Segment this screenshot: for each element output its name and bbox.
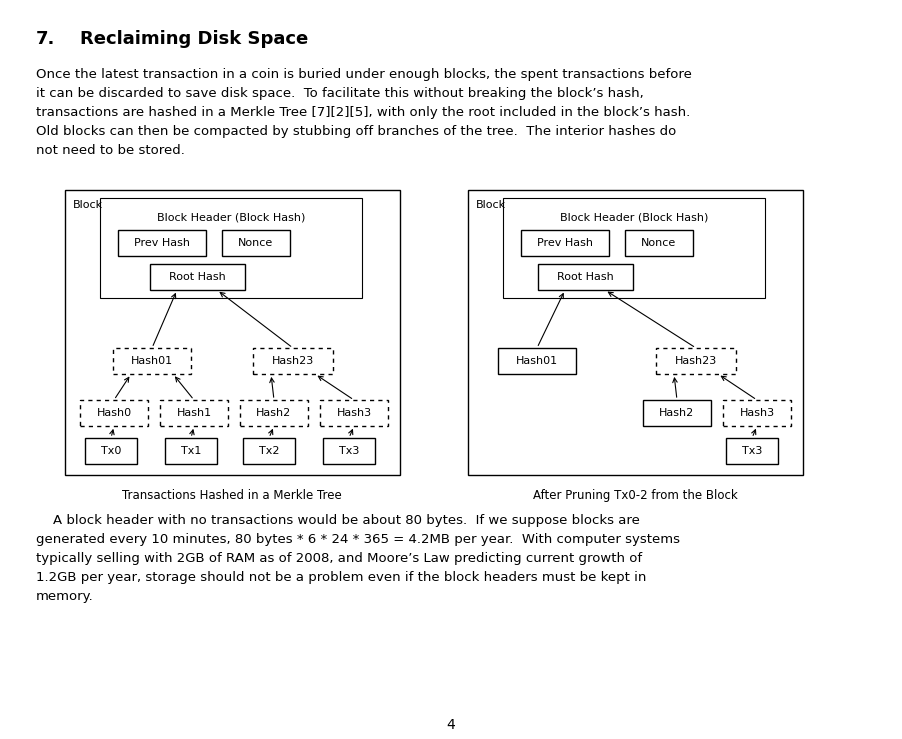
Text: Tx1: Tx1 (180, 446, 201, 456)
Text: Hash0: Hash0 (97, 408, 132, 418)
Bar (222, 230, 290, 256)
Text: 1.2GB per year, storage should not be a problem even if the block headers must b: 1.2GB per year, storage should not be a … (36, 571, 646, 584)
Bar (655, 348, 735, 374)
Bar (113, 348, 191, 374)
Text: 7.: 7. (36, 30, 55, 48)
Text: Tx3: Tx3 (338, 446, 359, 456)
Bar (323, 438, 374, 464)
Text: Transactions Hashed in a Merkle Tree: Transactions Hashed in a Merkle Tree (122, 489, 342, 502)
Text: Hash3: Hash3 (336, 408, 371, 418)
Bar (723, 400, 790, 426)
Text: transactions are hashed in a Merkle Tree [7][2][5], with only the root included : transactions are hashed in a Merkle Tree… (36, 106, 689, 119)
Text: Nonce: Nonce (640, 238, 676, 248)
Text: Root Hash: Root Hash (556, 272, 612, 282)
Bar (160, 400, 227, 426)
Text: generated every 10 minutes, 80 bytes * 6 * 24 * 365 = 4.2MB per year.  With comp: generated every 10 minutes, 80 bytes * 6… (36, 533, 679, 546)
Text: Block: Block (475, 200, 505, 210)
Text: Block Header (Block Hash): Block Header (Block Hash) (559, 212, 707, 222)
Text: Hash3: Hash3 (739, 408, 774, 418)
Text: Prev Hash: Prev Hash (133, 238, 189, 248)
Text: Hash01: Hash01 (131, 356, 173, 366)
Text: Old blocks can then be compacted by stubbing off branches of the tree.  The inte: Old blocks can then be compacted by stub… (36, 125, 676, 138)
Text: Block Header (Block Hash): Block Header (Block Hash) (157, 212, 305, 222)
Bar (725, 438, 778, 464)
Text: A block header with no transactions would be about 80 bytes.  If we suppose bloc: A block header with no transactions woul… (36, 514, 640, 527)
Bar (520, 230, 608, 256)
Text: Tx0: Tx0 (101, 446, 121, 456)
Bar (118, 230, 206, 256)
Text: typically selling with 2GB of RAM as of 2008, and Moore’s Law predicting current: typically selling with 2GB of RAM as of … (36, 552, 641, 565)
Text: Tx2: Tx2 (259, 446, 279, 456)
Bar (165, 438, 216, 464)
Bar (538, 264, 632, 290)
Bar (240, 400, 308, 426)
Text: Root Hash: Root Hash (169, 272, 226, 282)
Text: not need to be stored.: not need to be stored. (36, 144, 185, 157)
Bar (243, 438, 295, 464)
Text: Reclaiming Disk Space: Reclaiming Disk Space (80, 30, 308, 48)
Text: Hash1: Hash1 (176, 408, 211, 418)
Text: Hash2: Hash2 (658, 408, 694, 418)
Text: Nonce: Nonce (238, 238, 273, 248)
Text: Tx3: Tx3 (741, 446, 761, 456)
Bar (150, 264, 244, 290)
Text: it can be discarded to save disk space.  To facilitate this without breaking the: it can be discarded to save disk space. … (36, 87, 643, 100)
Text: Hash2: Hash2 (256, 408, 291, 418)
Bar (642, 400, 710, 426)
Text: Once the latest transaction in a coin is buried under enough blocks, the spent t: Once the latest transaction in a coin is… (36, 68, 691, 81)
Bar (497, 348, 575, 374)
Bar (65, 190, 400, 475)
Bar (319, 400, 388, 426)
Text: After Pruning Tx0-2 from the Block: After Pruning Tx0-2 from the Block (532, 489, 737, 502)
Text: 4: 4 (446, 718, 455, 732)
Bar (624, 230, 692, 256)
Text: memory.: memory. (36, 590, 94, 603)
Bar (467, 190, 802, 475)
Bar (502, 198, 764, 298)
Text: Hash23: Hash23 (674, 356, 716, 366)
Bar (100, 198, 362, 298)
Bar (85, 438, 137, 464)
Text: Block: Block (73, 200, 103, 210)
Bar (80, 400, 148, 426)
Bar (253, 348, 333, 374)
Text: Hash23: Hash23 (272, 356, 314, 366)
Text: Prev Hash: Prev Hash (537, 238, 593, 248)
Text: Hash01: Hash01 (515, 356, 557, 366)
